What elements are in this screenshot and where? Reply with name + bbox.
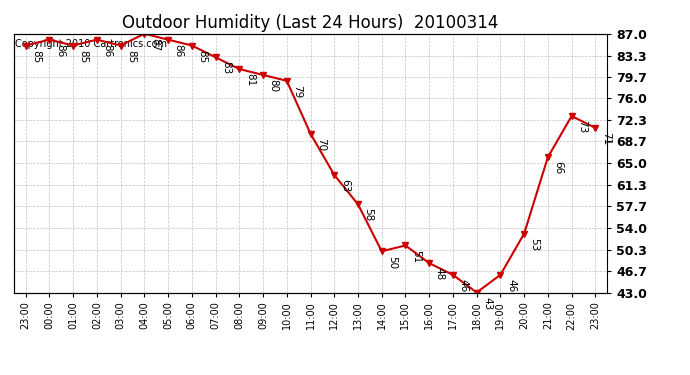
Text: 86: 86	[55, 44, 65, 57]
Text: 86: 86	[102, 44, 112, 57]
Text: 46: 46	[458, 279, 469, 292]
Text: 43: 43	[482, 297, 492, 310]
Text: 79: 79	[293, 85, 302, 98]
Title: Outdoor Humidity (Last 24 Hours)  20100314: Outdoor Humidity (Last 24 Hours) 2010031…	[122, 14, 499, 32]
Text: 85: 85	[31, 50, 41, 63]
Text: 46: 46	[506, 279, 516, 292]
Text: 51: 51	[411, 250, 421, 263]
Text: 63: 63	[339, 179, 350, 192]
Text: 70: 70	[316, 138, 326, 151]
Text: 85: 85	[197, 50, 208, 63]
Text: 87: 87	[150, 38, 160, 51]
Text: 48: 48	[435, 267, 445, 280]
Text: 58: 58	[364, 209, 373, 222]
Text: 80: 80	[268, 79, 279, 92]
Text: 53: 53	[530, 238, 540, 251]
Text: 71: 71	[601, 132, 611, 145]
Text: 83: 83	[221, 62, 231, 75]
Text: 50: 50	[387, 255, 397, 268]
Text: 73: 73	[577, 120, 587, 134]
Text: Copyright 2010 Cartronics.com: Copyright 2010 Cartronics.com	[15, 39, 167, 49]
Text: 85: 85	[79, 50, 89, 63]
Text: 66: 66	[553, 161, 564, 175]
Text: 81: 81	[245, 73, 255, 87]
Text: 86: 86	[174, 44, 184, 57]
Text: 85: 85	[126, 50, 136, 63]
